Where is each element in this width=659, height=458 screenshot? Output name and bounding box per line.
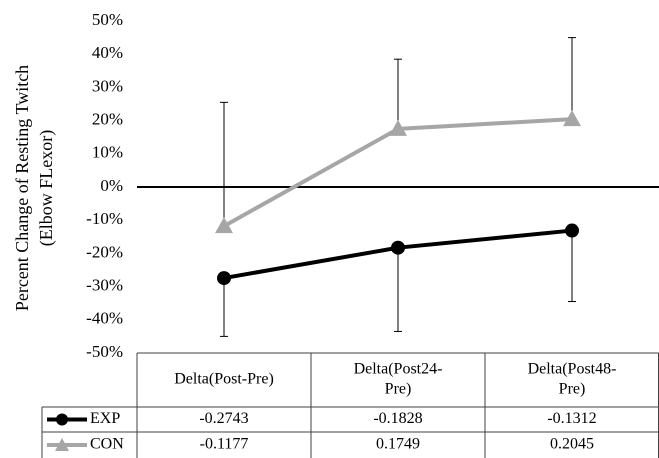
y-tick-label: -40% — [86, 309, 123, 328]
table-value: -0.2743 — [199, 410, 248, 427]
y-tick-label: -50% — [86, 342, 123, 361]
data-point-exp — [565, 223, 579, 238]
table-value: -0.1312 — [547, 410, 596, 427]
y-tick-label: 30% — [92, 76, 123, 95]
category-label: Delta(Post24- — [354, 361, 443, 378]
data-point-exp — [391, 240, 405, 255]
y-tick-label: -30% — [86, 276, 123, 295]
data-point-con — [563, 110, 581, 127]
legend-label: CON — [90, 436, 124, 453]
data-point-exp — [217, 271, 231, 286]
data-point-con — [215, 217, 233, 234]
y-tick-label: -10% — [86, 209, 123, 228]
legend-marker — [55, 438, 69, 451]
table-value: 0.1749 — [376, 436, 420, 453]
y-tick-label: 50% — [92, 10, 123, 29]
y-axis-title-line: (Elbow FLexor) — [36, 130, 57, 246]
category-label: Pre) — [385, 381, 412, 398]
category-label: Pre) — [559, 381, 586, 398]
y-axis-title-line: Percent Change of Resting Twitch — [12, 65, 32, 311]
y-tick-label: 0% — [100, 176, 123, 195]
y-tick-label: 40% — [92, 43, 123, 62]
y-tick-label: -20% — [86, 242, 123, 261]
table-value: -0.1828 — [373, 410, 422, 427]
table-value: 0.2045 — [550, 436, 594, 453]
legend-marker — [56, 413, 68, 426]
category-label: Delta(Post-Pre) — [174, 371, 274, 388]
data-point-con — [389, 119, 407, 136]
y-tick-label: 10% — [92, 143, 123, 162]
category-label: Delta(Post48- — [528, 361, 617, 378]
table-value: -0.1177 — [200, 436, 249, 453]
y-tick-label: 20% — [92, 110, 123, 129]
legend-label: EXP — [90, 410, 120, 427]
